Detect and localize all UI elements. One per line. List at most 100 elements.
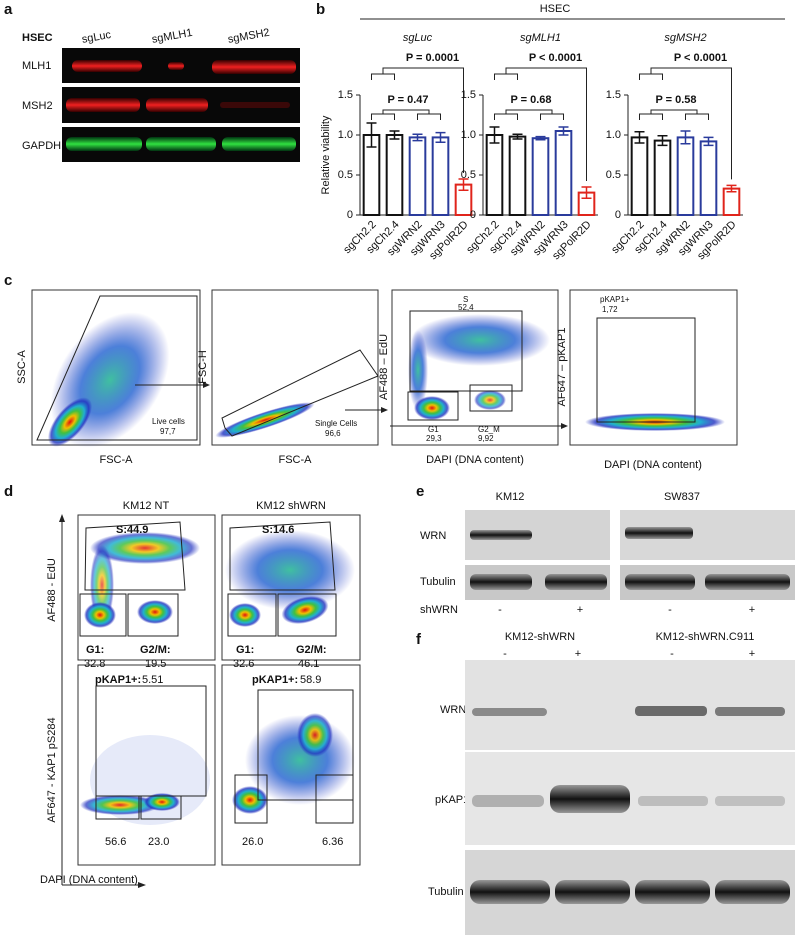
y-tick-label: 1.0 [461,129,476,141]
gate-label: G1: [86,644,104,656]
gate-label: Single Cells [315,419,357,428]
sign: + [575,648,581,660]
bar [531,137,550,216]
row-label: pKAP1 [435,794,469,806]
error-bar [558,126,569,136]
error-bar [634,131,645,144]
chart-title: sgMLH1 [520,32,561,44]
bar [554,130,573,216]
panel-label: e [416,483,424,500]
error-bar [680,130,691,145]
row-label: MSH2 [22,100,53,112]
gate-value: 29,3 [426,434,442,443]
row-label: Tubulin [420,576,456,588]
gate-value: 1,72 [602,305,618,314]
gate-label: S:14.6 [262,524,294,536]
axis-label: SSC-A [16,350,28,384]
axis-label: DAPI (DNA content) [426,454,524,466]
sign: - [503,648,507,660]
axis-label: AF488 - EdU [46,558,58,622]
error-bar [657,135,668,147]
error-bar [581,186,592,199]
sign: - [668,604,672,616]
error-bar [489,126,500,144]
row-label: MLH1 [22,60,51,72]
error-bar [458,178,469,191]
annotation: P = 0.68 [510,94,551,106]
axis-label: DAPI (DNA content) [40,874,138,886]
error-bar [435,131,446,143]
group: KM12-shWRN.C911 [656,631,755,643]
annotation: P < 0.0001 [529,52,582,64]
lane-label: sgLuc [81,29,112,46]
row-label: GAPDH [22,140,61,152]
y-tick-label: 0 [615,209,621,221]
bar [485,134,504,216]
row-label: Tubulin [428,886,464,898]
bar [653,139,672,217]
bar [722,187,741,217]
gate-value: 6.36 [322,836,343,848]
lane-label: sgMLH1 [151,27,193,46]
panel-label: d [4,483,13,500]
error-bar [512,133,523,140]
cell-line: KM12 [496,491,525,503]
error-bar [366,122,377,148]
annotation: P < 0.0001 [674,52,727,64]
y-tick-label: 0.5 [606,169,621,181]
axis-label: AF647 – pKAP1 [556,328,568,407]
row-label: WRN [440,704,466,716]
error-bar [535,135,546,141]
gate-value: 32.8 [84,658,105,670]
sign: + [749,604,755,616]
annotation: P = 0.0001 [406,52,459,64]
gate-value: 58.9 [300,674,321,686]
gate-value: 26.0 [242,836,263,848]
bar [699,140,718,216]
sign: - [670,648,674,660]
gate-label: Live cells [152,417,185,426]
gate-label: G2/M: [140,644,171,656]
row-label: WRN [420,530,446,542]
gate-label: S:44.9 [116,524,148,536]
gate-value: 5.51 [142,674,163,686]
y-tick-label: 1.5 [606,89,621,101]
y-tick-label: 1.0 [338,129,353,141]
y-tick-label: 1.5 [461,89,476,101]
y-tick-label: 1.5 [338,89,353,101]
y-tick-label: 0.5 [338,169,353,181]
error-bar [703,136,714,147]
gate-value: 52,4 [458,303,474,312]
gate-value: 23.0 [148,836,169,848]
bracket [639,109,709,120]
error-bar [389,130,400,140]
axis-label: AF647 - KAP1 pS284 [46,717,58,822]
axis-label: FSC-A [279,454,313,466]
gate-label: G1: [236,644,254,656]
gate-value: 96,6 [325,429,341,438]
bar [508,135,527,217]
y-axis-label: Relative viability [320,115,332,194]
blot [465,660,795,935]
gate-value: 56.6 [105,836,126,848]
bracket [494,67,587,181]
sign: + [577,604,583,616]
panel-label: a [4,1,13,18]
gate-label: G2_M [478,425,500,434]
condition: KM12 shWRN [256,500,326,512]
gate-label: pKAP1+: [95,674,141,686]
annotation: P = 0.47 [387,94,428,106]
axis-label: FSC-A [100,454,134,466]
chart-title: sgMSH2 [664,32,706,44]
error-bar [726,184,737,193]
y-tick-label: 0 [347,209,353,221]
sign: + [749,648,755,660]
condition: KM12 NT [123,500,170,512]
panel-label: b [316,1,325,18]
bracket [494,109,564,120]
gate-label: S [463,295,468,304]
axis-label: FSC-H [197,350,209,384]
chart-title: sgLuc [403,32,433,44]
bar [431,136,450,216]
